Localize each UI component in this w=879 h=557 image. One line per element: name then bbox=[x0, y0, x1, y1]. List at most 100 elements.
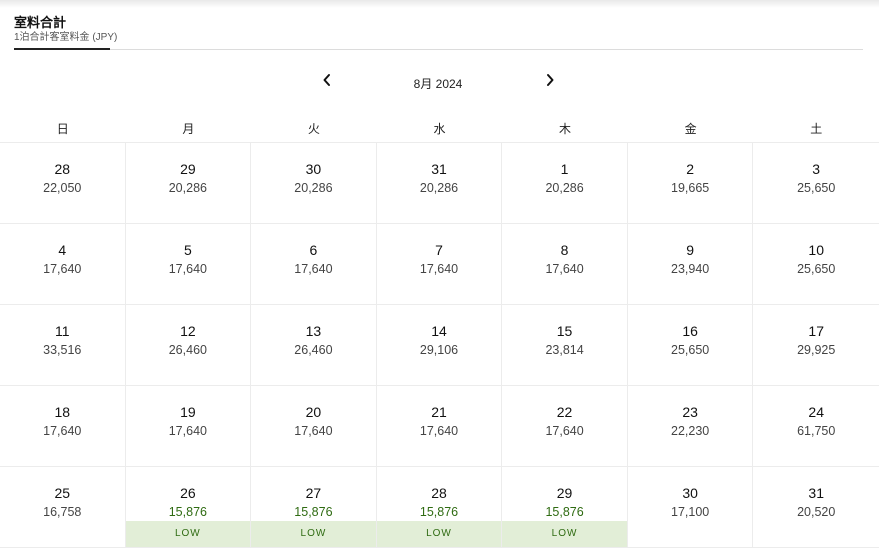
weekday-label: 月 bbox=[182, 122, 195, 136]
day-number: 28 bbox=[431, 485, 447, 501]
day-number: 24 bbox=[808, 404, 824, 420]
day-price: 16,758 bbox=[43, 505, 82, 519]
day-price: 22,230 bbox=[671, 424, 710, 438]
day-cell[interactable]: 15 23,814 bbox=[502, 305, 628, 386]
day-cell[interactable]: 1 20,286 bbox=[502, 143, 628, 224]
day-cell[interactable]: 3 25,650 bbox=[753, 143, 879, 224]
day-cell[interactable]: 5 17,640 bbox=[125, 224, 252, 305]
day-number: 25 bbox=[54, 485, 71, 501]
day-cell[interactable]: 14 29,106 bbox=[376, 305, 503, 386]
day-number: 30 bbox=[682, 485, 698, 501]
day-cell[interactable]: 20 17,640 bbox=[251, 386, 377, 467]
day-price: 17,640 bbox=[43, 262, 82, 276]
day-cell[interactable]: 22 17,640 bbox=[502, 386, 628, 467]
day-number: 31 bbox=[431, 161, 447, 177]
day-cell[interactable]: 8 17,640 bbox=[502, 224, 628, 305]
day-cell[interactable]: 28 22,050 bbox=[0, 143, 126, 224]
day-cell[interactable]: 18 17,640 bbox=[0, 386, 126, 467]
day-number: 26 bbox=[180, 485, 196, 501]
day-cell[interactable]: 29 15,876 LOW bbox=[502, 467, 628, 548]
day-price: 17,640 bbox=[545, 262, 584, 276]
day-cell[interactable]: 29 20,286 bbox=[125, 143, 252, 224]
chevron-left-icon bbox=[323, 74, 330, 86]
day-number: 3 bbox=[812, 161, 821, 177]
day-number: 5 bbox=[183, 242, 192, 258]
weekday-label: 金 bbox=[684, 122, 697, 136]
day-cell[interactable]: 31 20,520 bbox=[753, 467, 879, 548]
day-price: 17,640 bbox=[294, 262, 333, 276]
month-navigation: 8月 2024 bbox=[0, 66, 879, 102]
day-cell[interactable]: 6 17,640 bbox=[251, 224, 377, 305]
next-month-button[interactable] bbox=[535, 66, 565, 94]
day-price: 33,516 bbox=[43, 343, 82, 357]
day-price: 17,640 bbox=[168, 424, 207, 438]
weekday-label: 火 bbox=[307, 122, 320, 136]
day-cell[interactable]: 27 15,876 LOW bbox=[251, 467, 377, 548]
day-cell[interactable]: 28 15,876 LOW bbox=[376, 467, 503, 548]
day-cell[interactable]: 4 17,640 bbox=[0, 224, 126, 305]
weekday-label: 土 bbox=[810, 122, 823, 136]
day-number: 18 bbox=[54, 404, 71, 420]
day-cell[interactable]: 2 19,665 bbox=[627, 143, 754, 224]
chevron-right-icon bbox=[547, 74, 554, 86]
day-cell[interactable]: 9 23,940 bbox=[627, 224, 754, 305]
day-number: 23 bbox=[682, 404, 698, 420]
day-price: 20,286 bbox=[294, 181, 333, 195]
day-cell[interactable]: 7 17,640 bbox=[376, 224, 503, 305]
day-price: 20,286 bbox=[168, 181, 207, 195]
tab-room-total[interactable]: 室料合計 1泊合計客室料金 (JPY) bbox=[14, 10, 117, 50]
day-cell[interactable]: 26 15,876 LOW bbox=[125, 467, 252, 548]
day-cell[interactable]: 19 17,640 bbox=[125, 386, 252, 467]
day-price: 19,665 bbox=[671, 181, 710, 195]
day-price: 25,650 bbox=[671, 343, 710, 357]
day-cell[interactable]: 17 29,925 bbox=[753, 305, 879, 386]
day-cell[interactable]: 30 20,286 bbox=[251, 143, 377, 224]
day-price: 26,460 bbox=[168, 343, 207, 357]
low-price-badge: LOW bbox=[502, 521, 627, 547]
day-number: 2 bbox=[686, 161, 695, 177]
weekday-label: 水 bbox=[433, 122, 446, 136]
day-cell[interactable]: 10 25,650 bbox=[753, 224, 879, 305]
day-price: 22,050 bbox=[43, 181, 82, 195]
day-price: 17,640 bbox=[419, 262, 459, 276]
day-price: 15,876 bbox=[419, 505, 459, 519]
day-cell[interactable]: 21 17,640 bbox=[376, 386, 503, 467]
day-price: 23,940 bbox=[671, 262, 710, 276]
day-cell[interactable]: 24 61,750 bbox=[753, 386, 879, 467]
day-number: 7 bbox=[435, 242, 443, 258]
weekday-label: 木 bbox=[559, 122, 572, 136]
weekday-header: 日月火水木金土 bbox=[0, 116, 879, 142]
tab-title: 室料合計 bbox=[14, 15, 67, 30]
day-price: 17,640 bbox=[294, 424, 333, 438]
day-number: 12 bbox=[180, 323, 196, 339]
day-price: 25,650 bbox=[797, 262, 836, 276]
low-price-badge: LOW bbox=[251, 521, 376, 547]
day-cell[interactable]: 23 22,230 bbox=[627, 386, 754, 467]
day-price: 20,286 bbox=[419, 181, 459, 195]
day-number: 27 bbox=[305, 485, 322, 501]
calendar-grid: 28 22,050 29 20,286 30 20,286 31 20,286 1 20,286 2… bbox=[0, 142, 879, 548]
day-cell[interactable]: 12 26,460 bbox=[125, 305, 252, 386]
day-cell[interactable]: 25 16,758 bbox=[0, 467, 126, 548]
day-price: 26,460 bbox=[294, 343, 333, 357]
day-cell[interactable]: 11 33,516 bbox=[0, 305, 126, 386]
day-number: 11 bbox=[55, 323, 70, 339]
day-price: 25,650 bbox=[797, 181, 836, 195]
day-number: 20 bbox=[305, 404, 322, 420]
day-number: 29 bbox=[180, 161, 196, 177]
day-price: 29,106 bbox=[419, 343, 459, 357]
low-price-badge: LOW bbox=[125, 521, 251, 547]
day-price: 20,520 bbox=[797, 505, 836, 519]
day-cell[interactable]: 30 17,100 bbox=[627, 467, 754, 548]
prev-month-button[interactable] bbox=[312, 66, 342, 94]
day-price: 17,640 bbox=[168, 262, 207, 276]
rate-tab-bar: 室料合計 1泊合計客室料金 (JPY) bbox=[14, 0, 863, 50]
day-number: 28 bbox=[54, 161, 71, 177]
day-number: 30 bbox=[305, 161, 322, 177]
day-number: 21 bbox=[431, 404, 447, 420]
top-shadow bbox=[0, 0, 879, 8]
day-cell[interactable]: 31 20,286 bbox=[376, 143, 503, 224]
day-price: 23,814 bbox=[545, 343, 584, 357]
day-cell[interactable]: 13 26,460 bbox=[251, 305, 377, 386]
day-cell[interactable]: 16 25,650 bbox=[627, 305, 754, 386]
